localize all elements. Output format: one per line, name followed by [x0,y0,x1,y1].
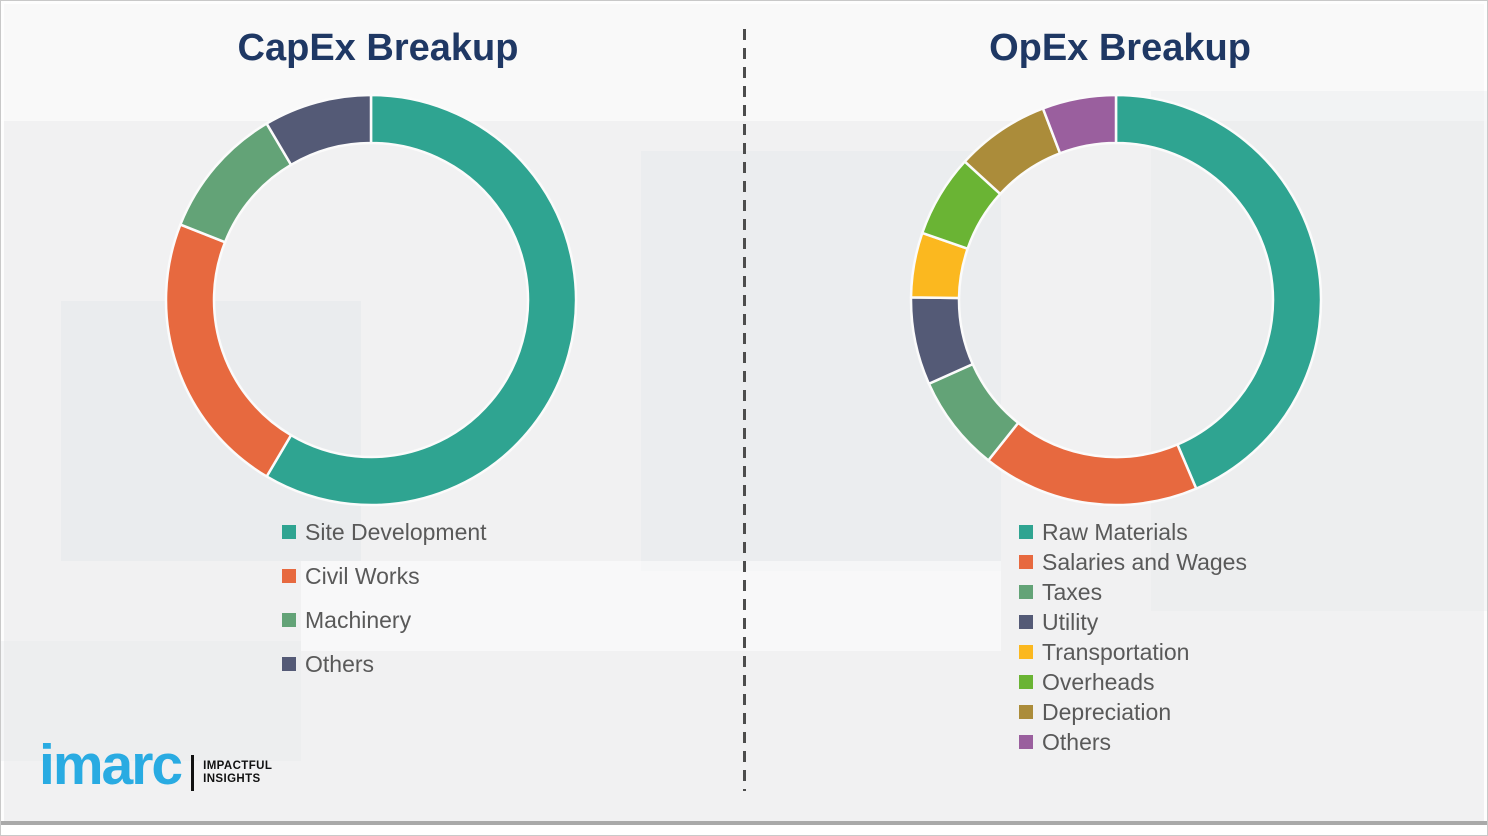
legend-item-salaries-and-wages: Salaries and Wages [1019,547,1247,577]
legend-label: Site Development [305,518,487,545]
legend-swatch [282,525,296,539]
logo-tagline: IMPACTFUL INSIGHTS [203,760,272,786]
donut-segment-machinery [179,122,293,244]
opex-donut-chart [906,90,1326,510]
legend-item-others: Others [282,642,487,686]
legend-label: Civil Works [305,562,420,589]
capex-legend: Site Development Civil Works Machinery Othe… [282,510,487,686]
bottom-margin [1,825,1487,835]
legend-label: Raw Materials [1042,518,1188,545]
imarc-logo-wordmark: imarc [39,733,183,797]
capex-title: CapEx Breakup [237,27,519,69]
logo-tagline-line1: IMPACTFUL [203,759,273,772]
legend-label: Depreciation [1042,698,1172,725]
legend-swatch [282,613,296,627]
legend-label: Machinery [305,606,412,633]
bottom-rule [1,821,1487,825]
capex-donut-chart [161,90,581,510]
donut-segment-others [1041,93,1118,155]
divider-dashed-line [743,29,746,791]
legend-swatch [1019,675,1033,689]
legend-item-others: Others [1019,727,1247,757]
legend-item-machinery: Machinery [282,598,487,642]
legend-label: Utility [1042,608,1099,635]
legend-swatch [1019,615,1033,629]
legend-item-taxes: Taxes [1019,577,1247,607]
legend-item-transportation: Transportation [1019,637,1247,667]
legend-item-utility: Utility [1019,607,1247,637]
legend-item-raw-materials: Raw Materials [1019,517,1247,547]
legend-label: Others [1042,728,1112,755]
donut-segment-salaries-and-wages [987,421,1198,507]
logo-divider-bar [191,754,195,791]
legend-swatch [1019,525,1033,539]
donut-segment-civil-works [164,223,293,478]
donut-segment-raw-materials [1114,93,1323,490]
legend-swatch [1019,645,1033,659]
capex-panel: CapEx Breakup Site Development Civil Work… [1,1,745,791]
donut-segment-site-development [265,93,578,507]
logo-tagline-line2: INSIGHTS [203,772,261,785]
legend-item-civil-works: Civil Works [282,554,487,598]
legend-item-site-development: Site Development [282,510,487,554]
legend-swatch [1019,585,1033,599]
legend-label: Salaries and Wages [1042,548,1247,575]
legend-swatch [1019,555,1033,569]
opex-panel: OpEx Breakup Raw Materials Salaries and W… [745,1,1487,791]
opex-legend: Raw Materials Salaries and Wages Taxes Util… [1019,517,1247,757]
legend-label: Taxes [1042,578,1103,605]
legend-label: Overheads [1042,668,1155,695]
legend-label: Others [305,650,375,677]
legend-item-depreciation: Depreciation [1019,697,1247,727]
donut-segment-others [265,93,373,167]
legend-swatch [1019,705,1033,719]
imarc-logo: imarc IMPACTFUL INSIGHTS [39,737,272,794]
legend-item-overheads: Overheads [1019,667,1247,697]
legend-swatch [1019,735,1033,749]
opex-title: OpEx Breakup [989,27,1251,69]
legend-label: Transportation [1042,638,1190,665]
legend-swatch [282,569,296,583]
legend-swatch [282,657,296,671]
